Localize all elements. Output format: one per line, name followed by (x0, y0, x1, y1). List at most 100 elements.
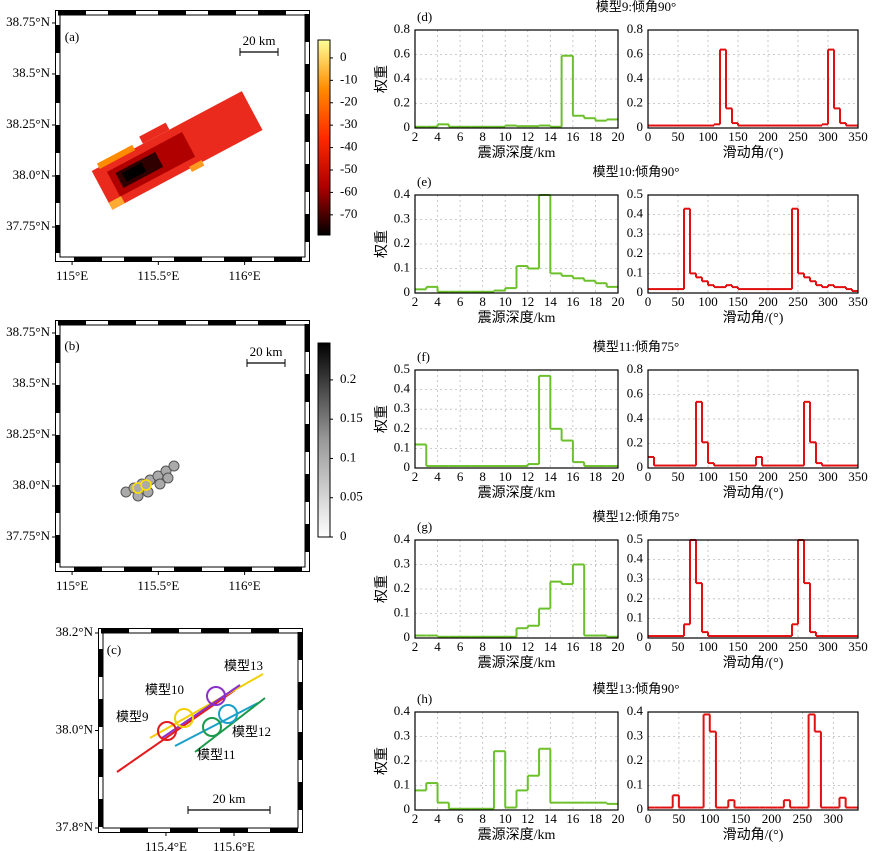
panel-label: (c) (107, 642, 121, 657)
y-tick-label: 0 (404, 284, 411, 299)
map-frame (59, 14, 306, 258)
x-tick-label: 12 (521, 811, 534, 826)
y-tick-label: 38.2°N (56, 624, 94, 639)
x-tick-label: 200 (758, 469, 778, 484)
x-tick-label: 350 (848, 129, 868, 144)
x-tick-label: 14 (544, 811, 558, 826)
map-frame-outer (98, 628, 303, 833)
y-tick-label: 0 (637, 284, 644, 299)
y-tick-label: 0.5 (627, 186, 643, 201)
x-axis-label: 滑动角/(°) (723, 654, 784, 671)
x-axis-label: 滑动角/(°) (723, 309, 784, 326)
colorbar-tick-label: 0 (340, 49, 347, 64)
x-tick-label: 14 (544, 129, 558, 144)
plot-frame (647, 711, 859, 811)
y-tick-label: 0.6 (627, 385, 644, 400)
x-tick-label: 8 (479, 129, 486, 144)
colorbar-tick-label: -70 (340, 206, 357, 221)
x-tick-label: 12 (521, 469, 534, 484)
x-tick-label: 16 (566, 811, 580, 826)
colorbar-tick-label: -50 (340, 161, 357, 176)
y-axis-label: 权重 (374, 65, 390, 93)
chart-title: 模型9:倾角90° (596, 0, 676, 14)
colorbar-tick-label: 0.15 (340, 410, 363, 425)
x-tick-label: 100 (698, 129, 718, 144)
y-tick-label: 0 (637, 629, 644, 644)
y-tick-label: 0.3 (394, 727, 410, 742)
map-frame-band (55, 320, 310, 572)
y-tick-label: 0.2 (394, 94, 410, 109)
model-label: 模型13 (224, 658, 263, 673)
x-axis-label: 滑动角/(°) (723, 144, 784, 161)
y-tick-label: 0.4 (627, 70, 644, 85)
y-tick-label: 0.2 (627, 752, 643, 767)
model-label: 模型9 (116, 709, 149, 724)
y-tick-label: 38.0°N (13, 477, 51, 492)
x-tick-label: 16 (566, 129, 580, 144)
y-tick-label: 0.1 (394, 776, 410, 791)
x-tick-label: 10 (499, 639, 512, 654)
x-tick-label: 20 (612, 294, 625, 309)
plot-frame (414, 369, 619, 469)
x-tick-label: 115.5°E (137, 578, 179, 593)
panel-label: (h) (417, 691, 432, 706)
x-tick-label: 350 (848, 294, 868, 309)
y-axis-label: 权重 (374, 405, 390, 433)
colorbar (317, 39, 331, 236)
y-tick-label: 38.25°N (6, 426, 50, 441)
y-tick-label: 37.8°N (56, 819, 94, 834)
y-tick-label: 37.75°N (6, 218, 50, 233)
plot-frame (647, 29, 859, 129)
x-tick-label: 14 (544, 639, 558, 654)
chart-title: 模型13:倾角90° (593, 681, 680, 696)
y-tick-label: 0.4 (394, 70, 411, 85)
x-axis-label: 滑动角/(°) (723, 484, 784, 501)
x-tick-label: 10 (499, 294, 512, 309)
scale-bar-label: 20 km (243, 33, 276, 48)
x-tick-label: 14 (544, 469, 558, 484)
x-tick-label: 150 (731, 811, 751, 826)
y-tick-label: 0.1 (394, 439, 410, 454)
x-tick-label: 100 (698, 294, 718, 309)
y-tick-label: 0.2 (394, 752, 410, 767)
y-tick-label: 0.8 (627, 21, 643, 36)
x-tick-label: 0 (645, 129, 652, 144)
y-tick-label: 0.3 (394, 555, 410, 570)
y-tick-label: 0.4 (627, 703, 644, 718)
y-tick-label: 0.1 (394, 259, 410, 274)
x-tick-label: 115.5°E (137, 268, 179, 283)
colorbar-tick-label: -40 (340, 139, 357, 154)
x-tick-label: 250 (788, 129, 808, 144)
y-tick-label: 0.2 (394, 580, 410, 595)
x-tick-label: 4 (434, 639, 441, 654)
panel-label: (f) (417, 349, 430, 364)
x-tick-label: 250 (788, 469, 808, 484)
plot-frame (647, 194, 859, 294)
x-tick-label: 2 (412, 294, 419, 309)
plot-frame (414, 711, 619, 811)
colorbar-tick-label: -60 (340, 183, 357, 198)
x-tick-label: 8 (479, 294, 486, 309)
x-tick-label: 50 (672, 811, 685, 826)
model-label: 模型11 (197, 747, 236, 762)
y-tick-label: 0 (637, 801, 644, 816)
y-tick-label: 38.0°N (13, 167, 51, 182)
x-tick-label: 8 (479, 639, 486, 654)
x-tick-label: 50 (672, 129, 685, 144)
x-axis-label: 震源深度/km (478, 655, 556, 671)
panel-label: (e) (417, 174, 431, 189)
x-tick-label: 200 (762, 811, 782, 826)
plot-area (415, 370, 618, 468)
x-tick-label: 14 (544, 294, 558, 309)
y-tick-label: 0.2 (627, 245, 643, 260)
colorbar-tick-label: 0.1 (340, 449, 356, 464)
chart-title: 模型11:倾角75° (593, 339, 679, 354)
colorbar-tick-label: 0.2 (340, 371, 356, 386)
map-frame-band (55, 10, 310, 262)
x-tick-label: 12 (521, 639, 534, 654)
x-tick-label: 10 (499, 469, 512, 484)
x-tick-label: 8 (479, 811, 486, 826)
y-tick-label: 0.4 (394, 381, 411, 396)
slip-patch (91, 91, 263, 210)
x-tick-label: 250 (793, 811, 813, 826)
